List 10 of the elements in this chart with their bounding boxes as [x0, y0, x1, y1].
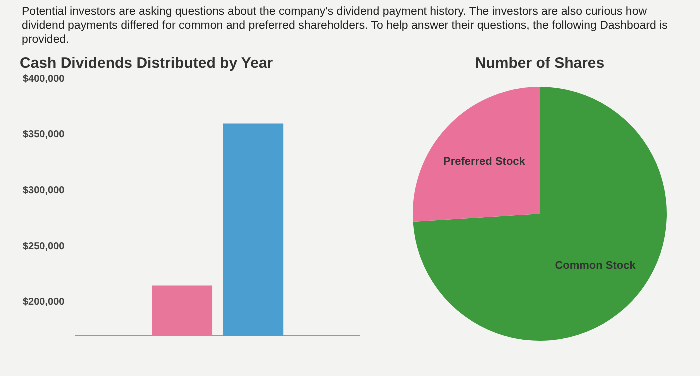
y-tick-label: $250,000 — [22, 242, 66, 253]
slice-label: Preferred Stock — [443, 156, 526, 168]
text: Potential investors are asking questions about the company's dividend payment history. The investors are also curious how dividend payments differed for common and preferred shareholders. To help answer their questions, the following Dashboard is provided. — [22, 6, 669, 48]
chart-title: Cash Dividends Distributed by Year — [20, 56, 274, 73]
y-tick-label: $200,000 — [22, 298, 66, 309]
slice-label: Common Stock — [555, 260, 637, 273]
y-tick-label: $400,000 — [22, 74, 66, 86]
y-tick-label: $350,000 — [22, 130, 66, 142]
y-tick-label: $300,000 — [22, 186, 66, 197]
chart-title: Number of Shares — [475, 56, 605, 73]
